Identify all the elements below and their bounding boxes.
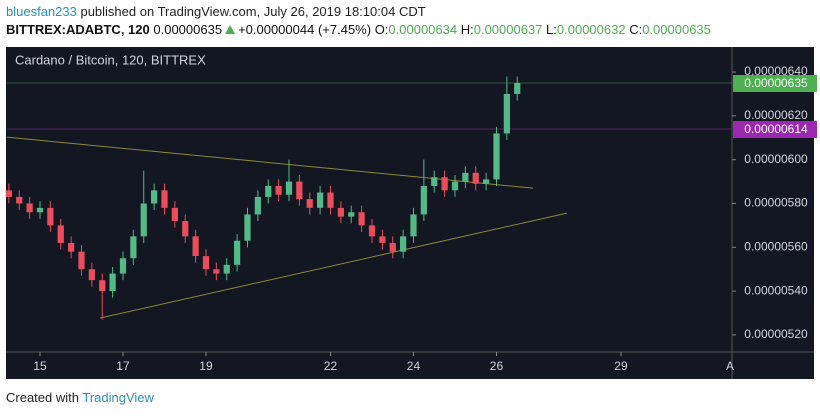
ohlc-label: L: <box>546 22 557 37</box>
candle-body <box>202 256 210 270</box>
candle-body <box>400 236 407 252</box>
candle-body <box>213 269 220 274</box>
y-tick-label: 0.00000560 <box>744 239 808 253</box>
candle-body <box>317 192 324 208</box>
y-tick-label: 0.00000580 <box>744 196 808 210</box>
candle-body <box>223 264 230 274</box>
price-label-box <box>733 75 817 93</box>
trend-line <box>100 212 568 319</box>
candle-body <box>57 225 64 243</box>
candle-body <box>306 199 313 208</box>
candle-body <box>462 172 469 182</box>
candle-body <box>16 196 23 204</box>
symbol: BITTREX:ADABTC, 120 <box>6 22 150 37</box>
candle-body <box>161 190 168 208</box>
y-tick-label: 0.00000620 <box>744 108 808 122</box>
x-tick-label: 15 <box>33 359 47 373</box>
last: 0.00000635 <box>153 22 223 37</box>
candle-body <box>379 236 386 243</box>
published: published on TradingView.com, July 26, 2… <box>80 4 426 19</box>
x-tick-label: 17 <box>116 359 130 373</box>
candle-body <box>99 280 106 292</box>
candle-body <box>441 177 448 191</box>
candle-body <box>151 190 158 204</box>
candle-body <box>275 185 282 195</box>
candle-body <box>493 133 500 180</box>
up-arrow <box>225 25 236 34</box>
candle-body <box>171 207 178 222</box>
y-tick-label: 0.00000600 <box>744 152 808 166</box>
x-tick-label: 24 <box>407 359 421 373</box>
candle-body <box>285 181 293 195</box>
candle-body <box>451 181 459 191</box>
candle-body <box>182 221 189 237</box>
candle-body <box>389 242 396 252</box>
ohlc-label: O: <box>374 22 389 37</box>
brand[interactable]: TradingView <box>82 390 154 405</box>
candle-body <box>472 172 479 184</box>
candle-body <box>78 251 85 270</box>
chart-title: Cardano / Bitcoin, 120, BITTREX <box>15 52 206 67</box>
ohlc-value: 0.00000634 <box>388 22 458 37</box>
x-tick-label: 26 <box>490 359 504 373</box>
candle-body <box>503 93 510 134</box>
candle-body <box>109 273 116 292</box>
candle-body <box>296 181 303 200</box>
candle-body <box>234 240 241 265</box>
y-tick-label: 0.00000540 <box>744 283 808 297</box>
candle-body <box>358 212 365 226</box>
candle-body <box>26 203 33 213</box>
candle-body <box>265 185 272 197</box>
x-tick-label: 29 <box>614 359 628 373</box>
chart-background <box>6 47 814 379</box>
footer-text: Created with <box>6 390 79 405</box>
candle-body <box>119 258 127 274</box>
x-tick-label: 19 <box>199 359 213 373</box>
price-label: 0.00000614 <box>744 122 808 136</box>
change: +0.00000044 (+7.45%) <box>238 22 372 37</box>
candle-body <box>327 192 334 208</box>
publisher[interactable]: bluesfan233 <box>6 4 77 19</box>
y-tick-label: 0.00000520 <box>744 327 808 341</box>
candle-body <box>140 203 147 237</box>
publish-line: bluesfan233 published on TradingView.com… <box>6 4 426 19</box>
footer: Created with TradingView <box>6 390 154 405</box>
candle-body <box>337 207 344 217</box>
ohlc-value: 0.00000632 <box>556 22 626 37</box>
ohlc-value: 0.00000635 <box>642 22 711 37</box>
candle-body <box>130 236 137 259</box>
candle-body <box>514 83 521 94</box>
candle-body <box>410 214 417 237</box>
ohlc-label: C: <box>629 22 643 37</box>
price-label-box <box>733 121 817 139</box>
price-label: 0.00000635 <box>744 76 808 90</box>
candle-body <box>47 207 54 226</box>
ohlc-value: 0.00000637 <box>473 22 543 37</box>
candle-body <box>68 242 75 252</box>
candle-body <box>254 196 261 215</box>
candle-body <box>348 212 355 217</box>
auto-scale-button[interactable]: A <box>726 359 734 373</box>
candle-body <box>420 185 427 215</box>
candle-body <box>88 269 95 281</box>
candle-body <box>192 236 199 257</box>
y-tick-label: 0.00000640 <box>744 64 808 78</box>
candle-body <box>431 177 438 186</box>
candle-body <box>368 225 376 237</box>
x-tick-label: 22 <box>324 359 338 373</box>
candle-body <box>483 179 490 184</box>
ohlc-label: H: <box>460 22 474 37</box>
candle-body <box>244 214 251 241</box>
symbol-line: BITTREX:ADABTC, 120 0.00000635 +0.0000004… <box>6 22 711 37</box>
candle-body <box>5 190 12 197</box>
candle-body <box>36 207 44 213</box>
